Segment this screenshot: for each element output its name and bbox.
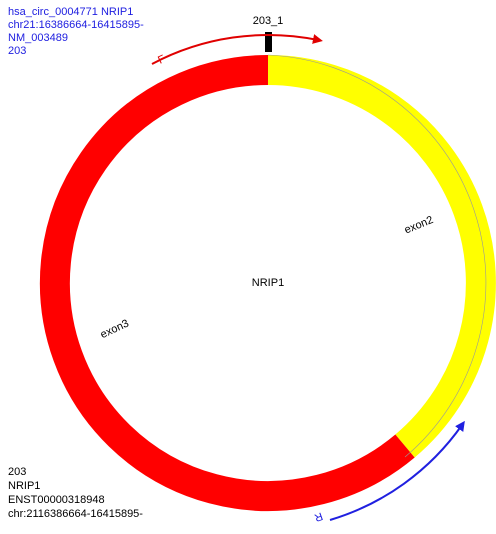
footer-line: 203 [8,466,26,478]
footer-line: NRIP1 [8,480,40,492]
info-line: chr21:16386664-16415895- [8,19,144,31]
forward-primer-arrow [151,33,323,65]
footer-line: chr:2116386664-16415895- [8,508,143,520]
marker-label: 203_1 [253,15,284,27]
info-block: hsa_circ_0004771 NRIP1 chr21:16386664-16… [8,6,144,57]
exon-label: exon2 [403,214,435,236]
reverse-primer-arrow [329,420,465,521]
exon3-arc [39,55,415,511]
forward-primer-label: F [156,53,167,67]
reverse-primer-label: R [313,510,325,524]
info-line: 203 [8,45,26,57]
exon2-arc [267,55,496,458]
junction-marker [265,32,272,52]
footer-line: ENST00000318948 [8,494,105,506]
footer-block: 203 NRIP1 ENST00000318948 chr:2116386664… [8,466,143,520]
ring-outline [267,54,487,458]
info-line: hsa_circ_0004771 NRIP1 [8,6,133,18]
exon-label: exon3 [99,318,131,342]
info-line: NM_003489 [8,32,68,44]
center-label: NRIP1 [252,277,284,289]
